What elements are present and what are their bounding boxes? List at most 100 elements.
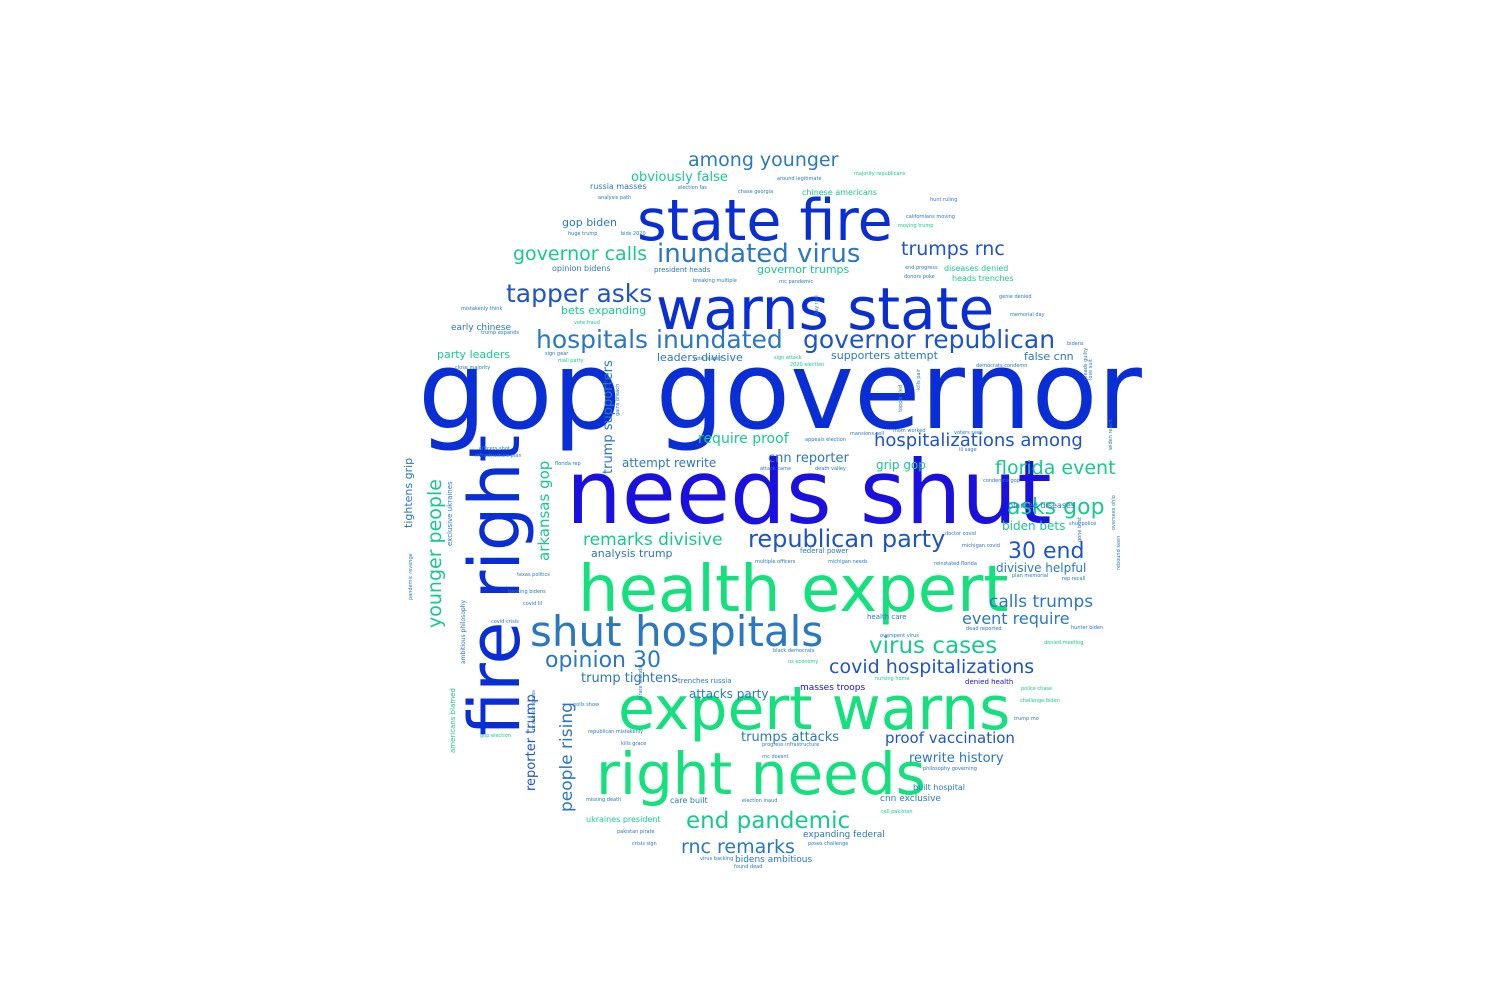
word-californians-moving: californians moving [906,214,955,220]
word-remarks-divisive: remarks divisive [583,530,723,550]
word-gop-election: gop election [480,733,511,739]
word-ambitious-philosophy: ambitious philosophy [460,599,467,664]
word-cnn-reporter: cnn reporter [768,451,849,466]
word-warns-state: warns state [656,275,994,343]
word-bidens: bidens [1067,341,1084,347]
word-widen-reach: widen reach [1108,420,1114,451]
word-huge-trump: huge trump [568,231,597,237]
word-health-expert: health expert [578,553,1008,627]
word-texas-politics: texas politics [517,572,550,578]
word-heads-trenches: heads trenches [952,274,1013,283]
word-right-needs: right needs [596,740,926,808]
word-event-require: event require [962,609,1070,628]
word-death-valley: death valley [815,466,846,472]
word-attempt-rewrite: attempt rewrite [622,456,716,470]
word-hunt-ruling: hunt ruling [930,197,957,203]
word-rnc-doesnt: rnc doesnt [762,754,789,760]
word-younger-people: younger people [424,479,446,628]
word-gains-breach: gains breach [615,384,621,416]
word-police-chase: police chase [1021,686,1052,692]
word-rewrite-history: rewrite history [909,751,1004,766]
word-shut-police: shut police [1069,521,1096,527]
word-crisis-sign: crisis sign [632,841,657,847]
word-oversees-ohio: oversees ohio [1111,495,1117,530]
word-vote-feared: vote feared [693,356,722,362]
word-around-legitimate: around legitimate [777,176,822,182]
word-sign-attack: sign attack [774,355,802,361]
word-plan-memorial: plan memorial [1012,573,1048,579]
word-poses-challenge: poses challenge [808,841,848,847]
word-chinese-americans: chinese americans [802,188,877,197]
word-found-dead: found dead [734,864,762,870]
word-majority-republicans: majority republicans [854,171,906,177]
word-close-majority: close majority [455,365,490,371]
word-florida-rep: florida rep [555,461,581,467]
word-leaders-divisive: leaders divisive [657,351,743,364]
word-officers-shot: officers shot [479,446,510,452]
word-missing-death: missing death [586,797,621,803]
word-covid-lil: covid lil [523,601,542,607]
word-early-chinese: early chinese [451,323,512,333]
word-doctor-covid: doctor covid [945,531,976,537]
word-calls-trumps: calls trumps [989,592,1093,612]
word-attacks-party: attacks party [689,687,768,701]
word-inundated-virus: inundated virus [657,239,860,269]
word-republican-party: republican party [748,525,945,553]
word-shut-hospitals: shut hospitals [530,607,823,656]
word-among-younger: among younger [688,149,839,171]
word-obviously-false: obviously false [631,170,728,185]
word-republican-mistakenly: republican mistakenly [588,729,643,735]
word-hunter-biden: hunter biden [1071,625,1103,631]
word-analysis-trump: analysis trump [591,547,673,560]
word-sign-gear: sign gear [545,351,569,357]
word-election-fas: election fas [678,185,707,191]
word-bets-expanding: bets expanding [561,304,646,317]
word-governor-calls: governor calls [513,243,647,265]
word-hospitalizations-among: hospitalizations among [874,430,1083,451]
word-trump-tightens: trump tightens [581,671,678,686]
word-appeals-election: appeals election [805,437,846,443]
word-governor-republican: governor republican [803,325,1055,354]
word-virus-cases: virus cases [869,633,997,659]
word-end-pandemic: end pandemic [686,808,850,834]
word-party-leaders: party leaders [437,348,510,361]
word-kills-pair: kills pair [916,368,922,390]
word-pirate-scandal: pirate scandal [638,664,644,700]
word-masses-troops: masses troops [800,683,866,693]
word-gop-governor: gop governor [418,329,1143,454]
word-grip-gop: grip gop [876,458,926,472]
word-divisive-helpful: divisive helpful [996,561,1086,575]
word-pay-rise: pay rise [814,295,820,315]
word-trenches-russia: trenches russia [678,677,732,685]
word-americans-blamed: americans blamed [449,688,457,753]
word-bids-2020: bids 2020 [621,231,646,237]
word-state-fire: state fire [637,188,893,254]
word-ukraines-president: ukraines president [586,815,661,824]
word-genie-denied: genie denied [999,294,1032,300]
word-trump-expands: trump expands [481,330,519,336]
word-mall-party: mall party [558,358,584,364]
word-lose-suit: lose suit [1088,359,1094,380]
word-2020-election: 2020 election [790,362,824,368]
word-tapper-asks: tapper asks [506,279,652,308]
word-philosophy-governing: philosophy governing [923,766,977,772]
word-lil-sage: lil sage [959,447,977,453]
word-needs-shut: needs shut [566,441,1052,544]
word-progress-infrastructure: progress infrastructure [762,742,819,748]
word-donors-poke: donors poke [904,274,935,280]
word-fire-right: fire right [454,435,536,736]
word-opinion-bidens: opinion bidens [552,264,611,273]
word-michigan-needs: michigan needs [828,559,868,565]
word-trumps-rnc: trumps rnc [901,238,1005,260]
word-built-hospital: built hospital [913,783,965,792]
word-health-care: health care [867,613,907,621]
word-covid-hospitalizations: covid hospitalizations [829,656,1034,678]
word-multiple-officers: multiple officers [755,559,796,565]
word-tightens-grip: tightens grip [402,458,415,528]
word-gone-bust: gone bust [1077,517,1083,542]
word-trump-mo: trump mo [1014,716,1039,722]
word-florida-event: florida event [995,457,1116,479]
word-challenge-biden: challenge biden [1020,698,1060,704]
word-biden-bets: biden bets [1002,519,1065,533]
